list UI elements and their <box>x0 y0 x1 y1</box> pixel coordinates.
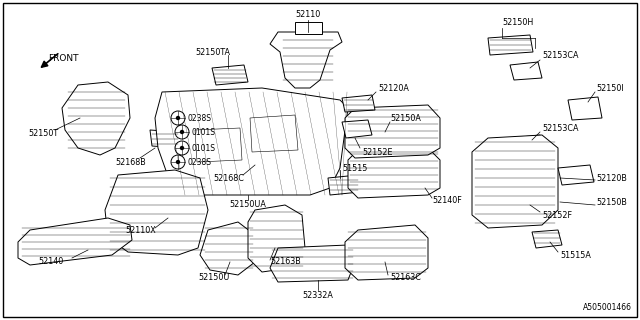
Text: 51515: 51515 <box>342 164 367 172</box>
Polygon shape <box>200 222 255 275</box>
Text: 52163B: 52163B <box>270 258 301 267</box>
Text: 52332A: 52332A <box>303 291 333 300</box>
Text: 52120B: 52120B <box>596 173 627 182</box>
Polygon shape <box>195 128 242 162</box>
Text: 52152E: 52152E <box>362 148 392 156</box>
Text: 52150TA: 52150TA <box>195 47 230 57</box>
Polygon shape <box>510 62 542 80</box>
Circle shape <box>180 147 184 149</box>
Polygon shape <box>558 165 594 185</box>
Text: 52168B: 52168B <box>115 157 146 166</box>
Polygon shape <box>345 225 428 280</box>
Polygon shape <box>342 95 375 112</box>
Text: 52150U: 52150U <box>198 274 229 283</box>
Text: 52150UA: 52150UA <box>230 199 266 209</box>
Text: 0238S: 0238S <box>188 157 212 166</box>
Text: 0101S: 0101S <box>192 127 216 137</box>
Text: 52140: 52140 <box>38 258 63 267</box>
Text: 51515A: 51515A <box>560 251 591 260</box>
Polygon shape <box>532 230 562 248</box>
Circle shape <box>180 131 184 133</box>
Circle shape <box>177 161 179 164</box>
Polygon shape <box>62 82 130 155</box>
Polygon shape <box>155 88 348 195</box>
Polygon shape <box>568 97 602 120</box>
Text: 52140F: 52140F <box>432 196 461 204</box>
Text: 52150T: 52150T <box>28 129 58 138</box>
Text: 52150I: 52150I <box>596 84 623 92</box>
Text: FRONT: FRONT <box>48 53 79 62</box>
Text: 52152F: 52152F <box>542 211 572 220</box>
Polygon shape <box>295 22 322 34</box>
Polygon shape <box>212 65 248 85</box>
Polygon shape <box>488 35 533 55</box>
Polygon shape <box>250 115 298 152</box>
Polygon shape <box>348 148 440 198</box>
Text: 52163C: 52163C <box>390 274 421 283</box>
Polygon shape <box>18 218 132 265</box>
Polygon shape <box>270 245 355 282</box>
Polygon shape <box>472 135 558 228</box>
Polygon shape <box>250 150 278 168</box>
Polygon shape <box>328 175 360 195</box>
Text: 52153CA: 52153CA <box>542 51 579 60</box>
Text: 52120A: 52120A <box>378 84 409 92</box>
Text: 52150H: 52150H <box>502 18 533 27</box>
Text: 0238S: 0238S <box>188 114 212 123</box>
Polygon shape <box>512 135 545 158</box>
Polygon shape <box>248 205 305 272</box>
Text: 52150B: 52150B <box>596 197 627 206</box>
Polygon shape <box>345 105 440 158</box>
Text: 52150A: 52150A <box>390 114 421 123</box>
Polygon shape <box>150 130 180 148</box>
Text: 52153CA: 52153CA <box>542 124 579 132</box>
Circle shape <box>177 116 179 119</box>
Text: 52110X: 52110X <box>125 226 156 235</box>
Polygon shape <box>270 32 342 88</box>
Text: A505001466: A505001466 <box>583 303 632 312</box>
Polygon shape <box>105 170 208 255</box>
Polygon shape <box>342 120 372 138</box>
Text: 52110: 52110 <box>296 10 321 19</box>
Text: 0101S: 0101S <box>192 143 216 153</box>
Text: 52168C: 52168C <box>213 173 244 182</box>
